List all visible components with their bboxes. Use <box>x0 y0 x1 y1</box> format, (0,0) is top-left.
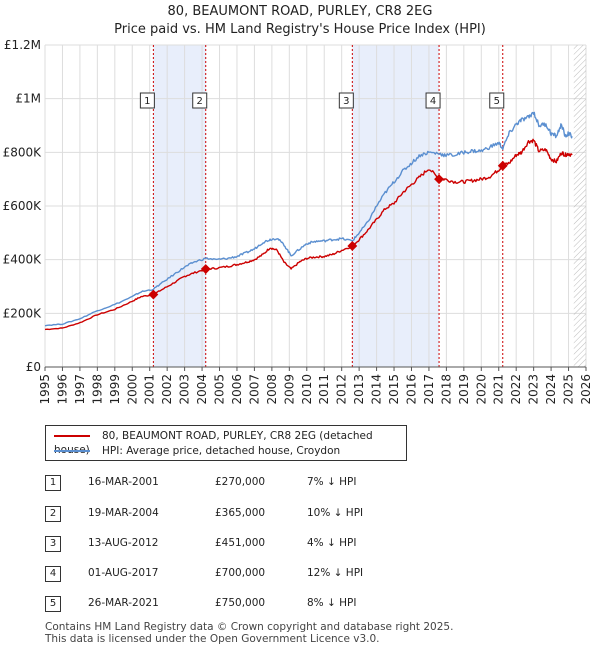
event-date: 16-MAR-2001 <box>88 476 159 488</box>
y-tick-label: £200K <box>3 306 43 320</box>
footer: Contains HM Land Registry data © Crown c… <box>45 621 453 645</box>
chart-title: 80, BEAUMONT ROAD, PURLEY, CR8 2EG <box>167 4 433 19</box>
x-tick-label: 2024 <box>544 374 558 405</box>
event-hpi-change: 4% ↓ HPI <box>307 537 357 549</box>
event-label-number: 5 <box>494 96 500 107</box>
x-tick-label: 2019 <box>457 374 471 405</box>
event-hpi-change: 7% ↓ HPI <box>307 476 357 488</box>
sale-marker <box>148 289 159 300</box>
footer-licence: This data is licensed under the Open Gov… <box>45 633 380 645</box>
sale-marker <box>497 160 508 171</box>
legend-item-property: 80, BEAUMONT ROAD, PURLEY, CR8 2EG (deta… <box>54 429 406 456</box>
table-row: 5 26-MAR-2021 £750,000 8% ↓ HPI <box>45 596 405 612</box>
event-number: 4 <box>45 566 61 582</box>
y-tick-label: £800K <box>3 145 43 159</box>
x-tick-label: 1997 <box>73 374 87 405</box>
x-tick-label: 2003 <box>178 374 192 405</box>
y-tick-label: £0 <box>26 360 41 374</box>
event-price: £365,000 <box>215 507 266 519</box>
event-price: £700,000 <box>215 567 266 579</box>
event-label-box <box>192 92 208 109</box>
event-label-box <box>489 92 505 109</box>
event-number: 2 <box>45 506 61 522</box>
chart-subtitle: Price paid vs. HM Land Registry's House … <box>114 22 486 37</box>
legend-item-hpi: HPI: Average price, detached house, Croy… <box>54 444 340 458</box>
footer-copyright: Contains HM Land Registry data © Crown c… <box>45 621 454 633</box>
event-hpi-change: 12% ↓ HPI <box>307 567 364 579</box>
x-tick-label: 1995 <box>38 374 52 405</box>
hpi-series-line <box>44 111 573 327</box>
chart-legend: 80, BEAUMONT ROAD, PURLEY, CR8 2EG (deta… <box>45 425 407 461</box>
x-tick-label: 2009 <box>282 374 296 405</box>
x-tick-label: 2012 <box>335 374 349 405</box>
event-label-number: 2 <box>197 96 203 107</box>
event-label-number: 1 <box>144 96 150 107</box>
event-price: £451,000 <box>215 537 266 549</box>
x-tick-label: 2014 <box>370 374 384 405</box>
event-number: 1 <box>45 475 61 491</box>
event-date: 26-MAR-2021 <box>88 597 159 609</box>
event-date: 13-AUG-2012 <box>88 537 159 549</box>
event-label-number: 3 <box>343 96 349 107</box>
price-chart: 1 2 3 4 5 £0 £200K £400K £600K £800K £1M £1.2M 1995… <box>3 38 593 405</box>
x-tick-label: 2015 <box>387 374 401 405</box>
y-tick-label: £600K <box>3 199 43 213</box>
x-tick-label: 2005 <box>213 374 227 405</box>
y-tick-label: £400K <box>3 253 43 267</box>
x-tick-label: 2006 <box>230 374 244 405</box>
x-tick-label: 2023 <box>527 374 541 405</box>
x-tick-label: 2001 <box>143 374 157 405</box>
x-tick-label: 2007 <box>247 374 261 405</box>
sale-marker <box>434 174 445 185</box>
x-tick-label: 2010 <box>300 374 314 405</box>
legend-swatch-hpi <box>54 450 90 452</box>
x-tick-label: 2016 <box>404 374 418 405</box>
event-date: 19-MAR-2004 <box>88 507 159 519</box>
x-tick-label: 1998 <box>90 374 104 405</box>
y-tick-label: £1M <box>15 92 41 106</box>
forecast-hatch <box>573 45 586 367</box>
x-tick-label: 2017 <box>422 374 436 405</box>
x-tick-label: 2008 <box>265 374 279 405</box>
event-price: £750,000 <box>215 597 266 609</box>
legend-swatch-property <box>54 435 90 437</box>
table-row: 2 19-MAR-2004 £365,000 10% ↓ HPI <box>45 506 405 522</box>
chart-title-block: 80, BEAUMONT ROAD, PURLEY, CR8 2EG Price… <box>0 3 600 39</box>
x-tick-label: 2002 <box>160 374 174 405</box>
event-label-box <box>338 92 354 109</box>
event-hpi-change: 10% ↓ HPI <box>307 507 364 519</box>
x-tick-label: 2004 <box>195 374 209 405</box>
x-tick-label: 1999 <box>108 374 122 405</box>
x-tick-label: 2025 <box>562 374 576 405</box>
x-tick-label: 1996 <box>55 374 69 405</box>
sale-marker <box>200 264 211 275</box>
x-tick-label: 2020 <box>474 374 488 405</box>
x-tick-label: 2013 <box>352 374 366 405</box>
legend-label-hpi: HPI: Average price, detached house, Croy… <box>102 445 341 457</box>
x-tick-label: 2026 <box>579 374 593 405</box>
event-hpi-change: 8% ↓ HPI <box>307 597 357 609</box>
event-price: £270,000 <box>215 476 266 488</box>
x-tick-label: 2022 <box>509 374 523 405</box>
event-label-box <box>425 92 441 109</box>
x-tick-label: 2011 <box>317 374 331 405</box>
event-label-box <box>139 92 155 109</box>
table-row: 3 13-AUG-2012 £451,000 4% ↓ HPI <box>45 536 405 552</box>
y-tick-label: £1.2M <box>4 38 41 52</box>
table-row: 4 01-AUG-2017 £700,000 12% ↓ HPI <box>45 566 405 582</box>
x-tick-label: 2000 <box>125 374 139 405</box>
event-number: 5 <box>45 596 61 612</box>
event-label-number: 4 <box>430 96 436 107</box>
x-tick-label: 2018 <box>439 374 453 405</box>
event-date: 01-AUG-2017 <box>88 567 159 579</box>
property-series-line <box>44 138 573 331</box>
event-number: 3 <box>45 536 61 552</box>
sale-marker <box>347 241 358 251</box>
x-tick-label: 2021 <box>492 374 506 405</box>
table-row: 1 16-MAR-2001 £270,000 7% ↓ HPI <box>45 475 405 491</box>
